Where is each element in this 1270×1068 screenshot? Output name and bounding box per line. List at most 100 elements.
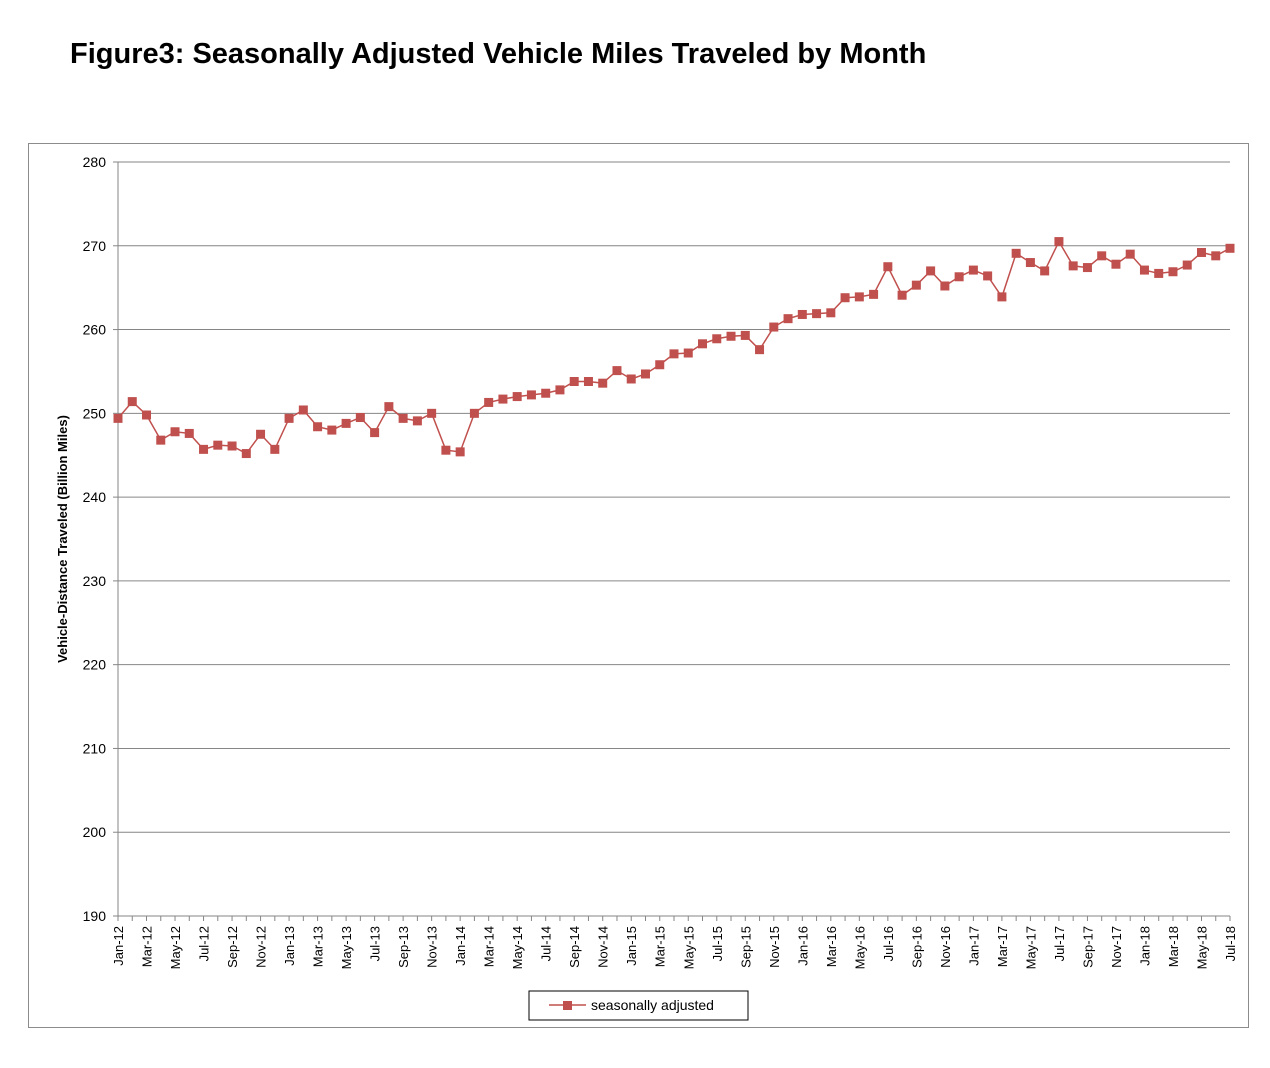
- data-point: [940, 281, 950, 291]
- data-point: [1211, 251, 1221, 261]
- data-point: [1011, 248, 1021, 258]
- x-tick-label: Jul-14: [539, 926, 554, 961]
- data-point: [1082, 263, 1092, 273]
- data-point: [441, 445, 451, 455]
- x-tick-label: May-16: [852, 926, 867, 969]
- data-point: [142, 410, 152, 420]
- legend-label: seasonally adjusted: [591, 997, 714, 1013]
- x-axis-ticks: Jan-12 Mar-12 May-12 Jul-12 Sep-12 Nov-12 Jan-…: [111, 916, 1238, 969]
- x-tick-label: Sep-14: [567, 926, 582, 968]
- data-point: [769, 322, 779, 332]
- data-point: [1154, 268, 1164, 278]
- x-tick-label: Nov-14: [596, 926, 611, 968]
- data-point: [897, 290, 907, 300]
- data-point: [498, 394, 508, 404]
- x-tick-label: Nov-16: [938, 926, 953, 968]
- data-point: [598, 378, 608, 388]
- data-point: [683, 348, 693, 358]
- y-tick-label: 250: [83, 405, 107, 421]
- data-point: [398, 413, 408, 423]
- x-tick-label: Mar-15: [653, 926, 668, 967]
- data-point: [954, 272, 964, 282]
- data-point: [199, 444, 209, 454]
- x-tick-label: May-12: [168, 926, 183, 969]
- data-point: [270, 444, 280, 454]
- data-point: [797, 309, 807, 319]
- y-tick-label: 230: [83, 573, 107, 589]
- legend-marker-swatch: [563, 1001, 572, 1010]
- data-point: [854, 292, 864, 302]
- data-point: [341, 418, 351, 428]
- data-point: [655, 360, 665, 370]
- x-tick-label: Jan-13: [282, 926, 297, 966]
- figure-title: Figure3: Seasonally Adjusted Vehicle Mil…: [70, 38, 927, 70]
- data-point: [1068, 261, 1078, 271]
- x-tick-label: Jan-15: [624, 926, 639, 966]
- data-point: [883, 262, 893, 272]
- data-point: [1196, 247, 1206, 257]
- data-point: [412, 416, 422, 426]
- x-tick-label: Sep-15: [738, 926, 753, 968]
- x-tick-label: Nov-12: [254, 926, 269, 968]
- x-tick-label: Jul-17: [1052, 926, 1067, 961]
- x-tick-label: May-18: [1194, 926, 1209, 969]
- data-point: [455, 447, 465, 457]
- data-point: [1182, 260, 1192, 270]
- data-point: [583, 376, 593, 386]
- data-point: [526, 390, 536, 400]
- x-tick-label: Jan-14: [453, 926, 468, 966]
- x-tick-label: Nov-17: [1109, 926, 1124, 968]
- data-point: [926, 266, 936, 276]
- data-point: [698, 339, 708, 349]
- y-tick-label: 280: [83, 154, 107, 170]
- data-point: [755, 345, 765, 355]
- data-point: [427, 408, 437, 418]
- data-point: [156, 435, 166, 445]
- data-point: [1111, 259, 1121, 269]
- data-point: [569, 376, 579, 386]
- data-point: [113, 413, 123, 423]
- data-point: [1054, 237, 1064, 247]
- data-point: [626, 374, 636, 384]
- data-point: [740, 330, 750, 340]
- x-tick-label: May-13: [339, 926, 354, 969]
- data-point: [712, 334, 722, 344]
- data-point: [968, 265, 978, 275]
- x-tick-label: Jan-18: [1137, 926, 1152, 966]
- data-point: [783, 314, 793, 324]
- x-tick-label: Sep-16: [909, 926, 924, 968]
- series-seasonally-adjusted: [113, 237, 1235, 459]
- data-point: [1139, 265, 1149, 275]
- data-point: [241, 449, 251, 459]
- y-tick-label: 240: [83, 489, 107, 505]
- data-point: [911, 280, 921, 290]
- data-point: [555, 385, 565, 395]
- x-tick-label: Jul-18: [1223, 926, 1238, 961]
- data-point: [669, 349, 679, 359]
- x-tick-label: Mar-17: [995, 926, 1010, 967]
- x-tick-label: Jul-15: [710, 926, 725, 961]
- data-point: [256, 429, 266, 439]
- x-tick-label: May-14: [510, 926, 525, 969]
- x-tick-label: Jul-13: [368, 926, 383, 961]
- data-point: [1025, 258, 1035, 268]
- x-tick-label: Jul-16: [881, 926, 896, 961]
- y-tick-label: 220: [83, 657, 107, 673]
- data-point: [213, 440, 223, 450]
- x-tick-label: Sep-17: [1080, 926, 1095, 968]
- data-point: [484, 397, 494, 407]
- data-point: [1040, 266, 1050, 276]
- data-point: [640, 369, 650, 379]
- x-tick-label: Mar-13: [311, 926, 326, 967]
- data-point: [512, 392, 522, 402]
- data-point: [612, 366, 622, 376]
- x-tick-label: Sep-12: [225, 926, 240, 968]
- data-point: [541, 388, 551, 398]
- data-point: [1168, 267, 1178, 277]
- data-point: [355, 413, 365, 423]
- data-point: [184, 428, 194, 438]
- x-tick-label: Jan-16: [795, 926, 810, 966]
- data-point: [840, 293, 850, 303]
- data-point: [983, 271, 993, 281]
